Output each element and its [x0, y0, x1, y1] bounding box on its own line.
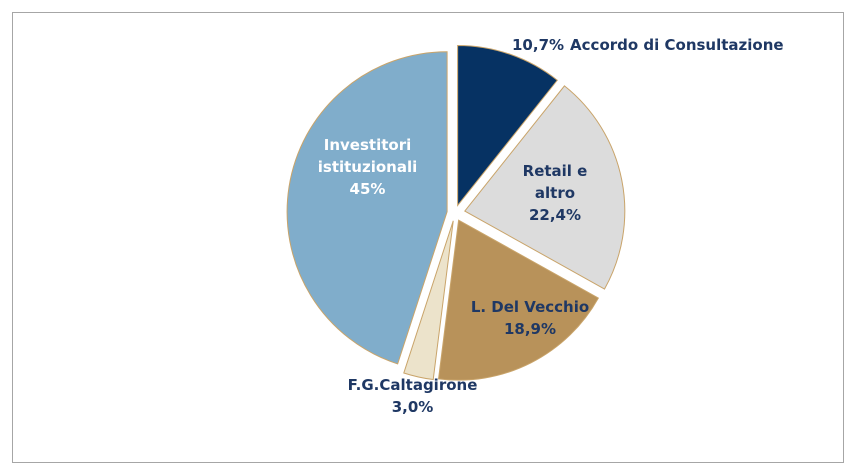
pie-slice [457, 44, 558, 207]
category-label: Accordo di Consultazione [570, 36, 784, 54]
value-label: 22,4% [528, 206, 582, 224]
value-label: 3,0% [391, 398, 434, 416]
category-label: Investitori istituzionali [317, 136, 418, 176]
category-label: L. Del Vecchio [470, 298, 590, 316]
category-label: F.G.Caltagirone [347, 376, 478, 394]
value-label: 45% [349, 180, 386, 198]
slice-label: F.G.Caltagirone 3,0% [330, 374, 495, 418]
slice-label: 10,7% Accordo di Consultazione [512, 34, 842, 56]
pie-slice [464, 85, 626, 290]
slice-label: Retail e altro 22,4% [505, 160, 605, 226]
pie-slice [286, 51, 448, 365]
slice-label: Investitori istituzionali 45% [305, 134, 430, 200]
category-label: Retail e altro [522, 162, 588, 202]
slice-label: L. Del Vecchio 18,9% [455, 296, 605, 340]
pie-slice [437, 219, 600, 381]
pie-slice [403, 220, 454, 381]
value-label: 10,7% [512, 36, 565, 54]
value-label: 18,9% [503, 320, 557, 338]
